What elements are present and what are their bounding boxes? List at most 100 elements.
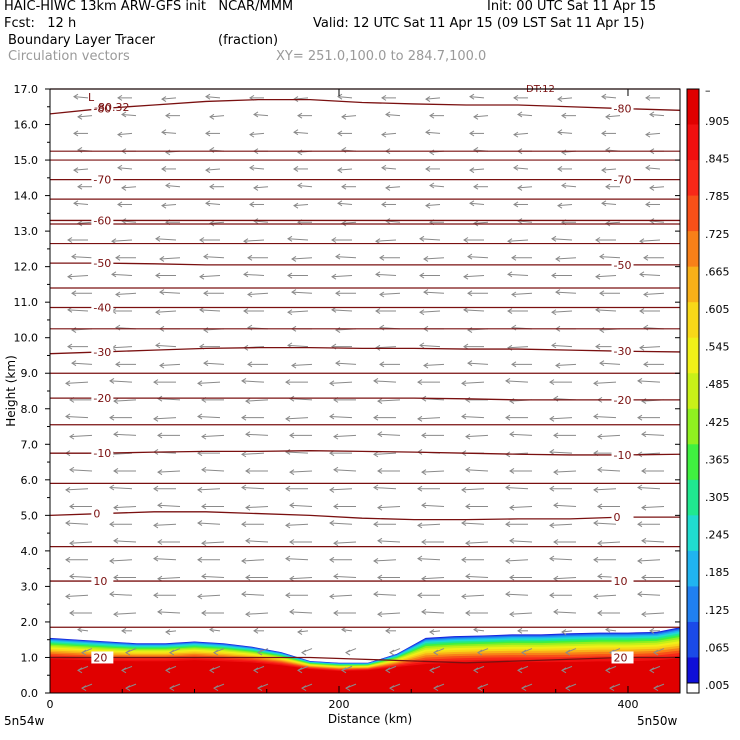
vector-arrowhead [425, 96, 431, 103]
vector-arrowhead [73, 167, 79, 174]
vector-arrowhead [513, 131, 519, 138]
circulation-vector [341, 221, 357, 224]
vector-arrowhead [155, 342, 161, 349]
vector-arrowhead [241, 484, 247, 491]
colorbar-label: .785 [705, 190, 730, 203]
circulation-vector [509, 540, 533, 543]
vector-arrowhead [213, 685, 219, 692]
vector-arrowhead [509, 574, 515, 581]
tracer-band [50, 658, 680, 693]
y-tick-label: 15.0 [14, 154, 39, 167]
vector-arrowhead [461, 593, 467, 600]
circulation-vector [201, 469, 225, 472]
circulation-vector [549, 451, 573, 454]
circulation-vector [71, 362, 93, 365]
vector-arrowhead [505, 414, 511, 421]
contour-label: -10 [93, 447, 111, 460]
circulation-vector [157, 470, 181, 473]
colorbar-label: .845 [705, 153, 730, 166]
circulation-vector [637, 380, 661, 383]
contour-label: -60 [93, 214, 111, 227]
contour-label-bg [611, 511, 634, 524]
circulation-vector [155, 238, 177, 241]
temperature-contour [50, 262, 680, 266]
vector-arrowhead [69, 610, 75, 616]
vector-arrowhead [419, 309, 425, 316]
vector-arrowhead [417, 592, 423, 599]
circulation-vector [287, 238, 309, 241]
vector-arrowhead [257, 685, 263, 692]
contour-label-bg [91, 173, 114, 186]
circulation-vector [245, 612, 269, 615]
vector-arrowhead [249, 201, 255, 208]
circulation-vector [293, 97, 309, 100]
colorbar-swatch-min [686, 682, 700, 694]
vector-arrowhead [113, 537, 119, 544]
colorbar-swatch [687, 408, 699, 445]
vector-arrowhead [297, 629, 303, 635]
circulation-vector [245, 433, 269, 436]
circulation-vector [285, 417, 309, 420]
circulation-vector [205, 96, 221, 99]
circulation-vector [241, 559, 265, 562]
vector-arrowhead [373, 521, 379, 528]
vector-arrowhead [341, 113, 347, 120]
vector-arrowhead [109, 521, 115, 528]
vector-arrowhead [593, 486, 599, 493]
vector-arrowhead [517, 111, 523, 118]
vector-arrowhead [289, 432, 295, 439]
circulation-vector [423, 257, 445, 260]
colorbar-top-label: – [705, 84, 711, 97]
circulation-vector [557, 131, 573, 134]
vector-arrowhead [245, 537, 251, 544]
vector-arrowhead [373, 377, 379, 384]
vector-arrowhead [245, 468, 251, 474]
vector-arrowhead [521, 649, 527, 656]
circulation-vector [197, 415, 221, 419]
vector-arrowhead [77, 667, 83, 674]
vector-arrowhead [155, 235, 161, 242]
vector-arrowhead [285, 485, 291, 492]
vector-arrowhead [511, 254, 517, 261]
circulation-vector [111, 239, 133, 242]
circulation-vector [593, 415, 617, 419]
vector-arrowhead [551, 235, 557, 242]
circulation-vector [549, 417, 573, 420]
circulation-vector [199, 275, 221, 278]
circulation-vector [605, 221, 621, 224]
circulation-vector [463, 275, 485, 278]
vector-arrowhead [561, 629, 567, 635]
circulation-vector [67, 275, 89, 278]
vector-arrowhead [433, 649, 439, 656]
circulation-vector [425, 203, 441, 207]
circulation-vector [469, 202, 485, 205]
vector-arrowhead [335, 290, 341, 297]
vector-arrowhead [421, 432, 427, 439]
vector-arrowhead [473, 113, 479, 120]
vector-arrowhead [417, 485, 423, 492]
circulation-vector [599, 362, 621, 365]
circulation-vector [121, 220, 137, 223]
vector-arrowhead [601, 200, 607, 207]
vector-arrowhead [209, 183, 215, 190]
vector-arrowhead [601, 130, 607, 137]
vector-arrowhead [115, 254, 121, 261]
vector-arrowhead [465, 573, 471, 580]
circulation-vector [555, 257, 577, 260]
vector-arrowhead [115, 291, 121, 298]
vector-arrowhead [379, 361, 385, 368]
vector-arrowhead [549, 555, 555, 562]
vector-arrowhead [645, 201, 651, 208]
circulation-vector [113, 612, 137, 615]
vector-arrowhead [159, 362, 165, 369]
vector-arrowhead [71, 360, 77, 367]
y-tick-label: 10.0 [14, 332, 39, 345]
contour-label-bg [91, 214, 114, 227]
vector-arrowhead [465, 466, 471, 473]
vector-arrowhead [337, 130, 343, 137]
vector-arrowhead [595, 273, 601, 280]
circulation-vector [593, 522, 617, 525]
vector-arrowhead [293, 129, 299, 136]
circulation-vector [641, 612, 665, 615]
vector-arrowhead [379, 291, 385, 298]
